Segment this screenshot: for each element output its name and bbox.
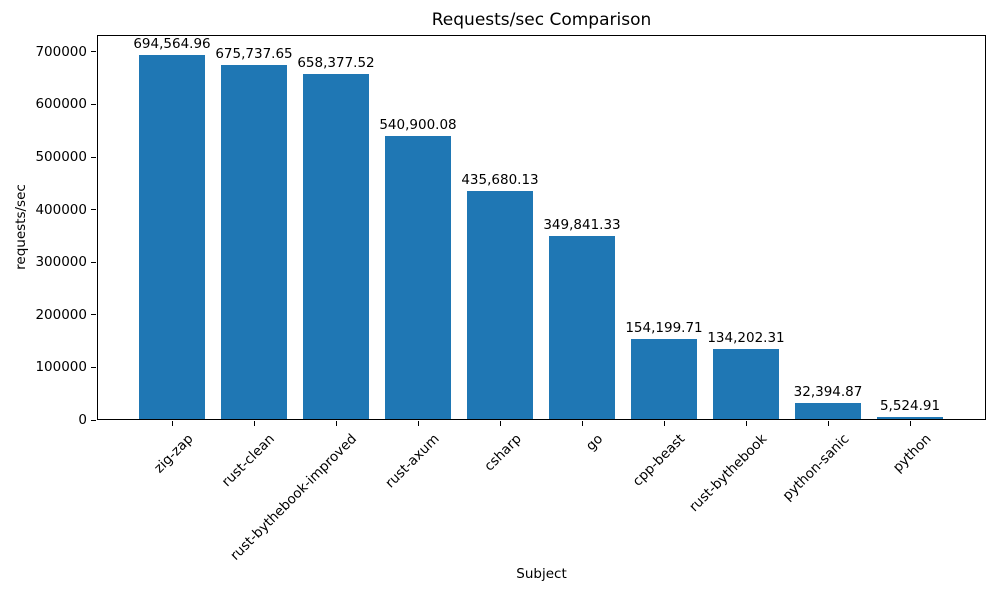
x-tick-label: python-sanic [779, 431, 853, 504]
x-tick-label: go [583, 431, 607, 455]
y-tick-label: 400000 [35, 201, 87, 218]
y-tick [91, 209, 96, 211]
x-tick [581, 421, 583, 426]
y-tick [91, 156, 96, 158]
x-tick-label: zig-zap [150, 431, 197, 477]
x-tick [335, 421, 337, 426]
y-tick [91, 261, 96, 263]
bar-value-label: 134,202.31 [707, 330, 785, 347]
bar-value-label: 694,564.96 [133, 35, 211, 52]
x-tick-label: rust-bythebook [686, 431, 771, 516]
x-tick-label: cpp-beast [629, 431, 689, 490]
bar-value-label: 32,394.87 [793, 383, 863, 400]
bar-value-label: 435,680.13 [461, 171, 539, 188]
y-tick-label: 600000 [35, 96, 87, 113]
bar [713, 349, 779, 420]
x-tick-label: rust-axum [382, 431, 443, 492]
y-tick-label: 200000 [35, 306, 87, 323]
x-tick-label: csharp [480, 431, 525, 475]
bar [795, 402, 861, 420]
chart-title: Requests/sec Comparison [431, 10, 652, 30]
y-tick-label: 700000 [35, 43, 87, 60]
y-tick [91, 51, 96, 53]
x-axis-label: Subject [516, 566, 567, 582]
x-tick [417, 421, 419, 426]
y-tick-label: 0 [78, 412, 87, 428]
x-tick [745, 421, 747, 426]
y-tick-label: 100000 [35, 359, 87, 376]
bar-value-label: 675,737.65 [215, 45, 293, 62]
bar [631, 338, 697, 420]
x-tick [663, 421, 665, 426]
bar-value-label: 658,377.52 [297, 54, 375, 71]
x-tick-label: rust-clean [219, 431, 279, 491]
x-tick [827, 421, 829, 426]
bar-value-label: 154,199.71 [625, 319, 703, 336]
bar [139, 54, 205, 420]
bar-value-label: 349,841.33 [543, 216, 621, 233]
x-tick [909, 421, 911, 426]
bar [549, 235, 615, 420]
bar-value-label: 540,900.08 [379, 116, 457, 133]
bar [877, 417, 943, 420]
y-tick [91, 366, 96, 368]
bar [467, 190, 533, 420]
x-tick-label: python [889, 431, 935, 476]
y-tick [91, 419, 96, 421]
y-tick [91, 314, 96, 316]
y-axis-label: requests/sec [13, 184, 29, 270]
x-tick [499, 421, 501, 426]
bar [221, 64, 287, 420]
y-tick-label: 500000 [35, 149, 87, 166]
x-tick [253, 421, 255, 426]
y-tick [91, 103, 96, 105]
bar [303, 73, 369, 420]
bar-value-label: 5,524.91 [879, 398, 941, 415]
x-tick [171, 421, 173, 426]
bar [385, 135, 451, 420]
y-tick-label: 300000 [35, 254, 87, 271]
